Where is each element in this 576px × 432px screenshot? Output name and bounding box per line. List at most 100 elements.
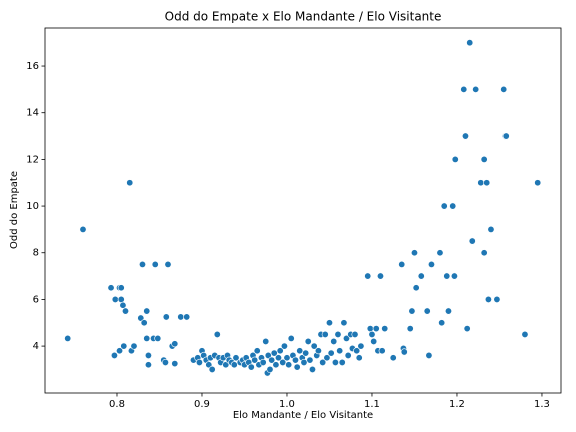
point [319, 358, 327, 366]
point [487, 225, 495, 233]
point [144, 361, 152, 369]
point [259, 358, 267, 366]
y-tick-label: 10 [26, 201, 39, 212]
point [79, 225, 87, 233]
point [137, 314, 145, 322]
point [477, 179, 485, 187]
point [264, 351, 272, 359]
point [336, 347, 344, 355]
point [162, 313, 170, 321]
point [253, 347, 261, 355]
point [262, 337, 270, 345]
point [376, 272, 384, 280]
point [461, 132, 469, 140]
point [357, 342, 365, 350]
point [120, 342, 128, 350]
point [117, 295, 125, 303]
point [325, 319, 333, 327]
point [334, 330, 342, 338]
point [276, 347, 284, 355]
point [443, 272, 451, 280]
point [378, 347, 386, 355]
point [308, 365, 316, 373]
point [534, 179, 542, 187]
point [143, 334, 151, 342]
point [423, 307, 431, 315]
point [291, 356, 299, 364]
point [366, 325, 374, 333]
point [144, 351, 152, 359]
point [344, 351, 352, 359]
point [161, 358, 169, 366]
point [293, 363, 301, 371]
point [232, 354, 240, 362]
point [285, 361, 293, 369]
x-tick-label: 0.9 [194, 399, 210, 410]
point [247, 363, 255, 371]
point [195, 358, 203, 366]
point [287, 334, 295, 342]
point [400, 348, 408, 356]
point [154, 334, 162, 342]
point [398, 260, 406, 268]
point [502, 132, 510, 140]
point [331, 358, 339, 366]
point [480, 155, 488, 163]
point [116, 347, 124, 355]
point [230, 361, 238, 369]
point [205, 361, 213, 369]
point [327, 349, 335, 357]
point [130, 342, 138, 350]
point [427, 260, 435, 268]
chart-title: Odd do Empate x Elo Mandante / Elo Visit… [165, 10, 442, 24]
point [389, 354, 397, 362]
y-tick-label: 12 [26, 154, 39, 165]
point [483, 179, 491, 187]
point [463, 325, 471, 333]
point [266, 365, 274, 373]
point [121, 307, 129, 315]
point [417, 272, 425, 280]
point [353, 347, 361, 355]
point [272, 361, 280, 369]
y-tick-label: 8 [33, 248, 39, 259]
point [338, 358, 346, 366]
y-tick-label: 4 [33, 341, 39, 352]
point [304, 337, 312, 345]
point [310, 342, 318, 350]
point [111, 295, 119, 303]
point [425, 351, 433, 359]
point [450, 272, 458, 280]
point [412, 284, 420, 292]
point [410, 249, 418, 257]
x-tick-label: 1.0 [279, 399, 295, 410]
point [177, 313, 185, 321]
point [342, 334, 350, 342]
point [408, 307, 416, 315]
y-tick-label: 14 [26, 108, 39, 119]
point [126, 179, 134, 187]
plot-frame [44, 27, 562, 394]
point [280, 342, 288, 350]
point [351, 330, 359, 338]
point [283, 354, 291, 362]
point [222, 361, 230, 369]
x-tick-label: 1.3 [534, 399, 550, 410]
x-tick-label: 0.8 [109, 399, 125, 410]
point [444, 307, 452, 315]
point [270, 349, 278, 357]
x-axis-label: Elo Mandante / Elo Visitante [233, 410, 373, 421]
point [370, 337, 378, 345]
point [451, 155, 459, 163]
point [493, 295, 501, 303]
point [381, 325, 389, 333]
point [64, 334, 72, 342]
point [302, 349, 310, 357]
point [119, 301, 127, 309]
point [274, 354, 282, 362]
y-tick-label: 16 [26, 61, 39, 72]
point [213, 330, 221, 338]
point [340, 319, 348, 327]
point [164, 260, 172, 268]
y-tick-label: 6 [33, 294, 39, 305]
